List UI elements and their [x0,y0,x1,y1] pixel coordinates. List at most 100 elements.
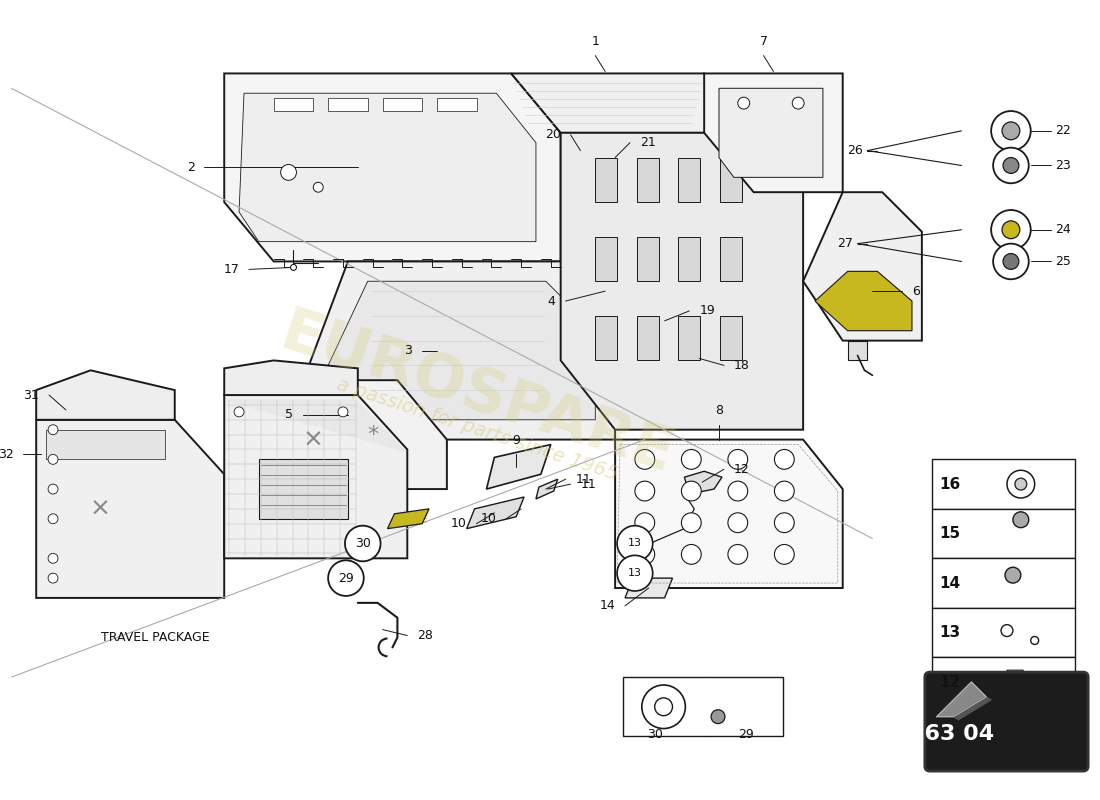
Polygon shape [258,459,348,518]
Circle shape [991,210,1031,250]
Circle shape [1002,122,1020,140]
Polygon shape [36,420,224,598]
Polygon shape [328,98,367,111]
Circle shape [48,554,58,563]
Polygon shape [932,459,1076,509]
Circle shape [774,450,794,470]
Text: 19: 19 [700,305,715,318]
Circle shape [728,450,748,470]
Text: TRAVEL PACKAGE: TRAVEL PACKAGE [100,631,209,644]
Text: 30: 30 [355,537,371,550]
Circle shape [681,450,701,470]
Circle shape [993,148,1028,183]
Polygon shape [615,439,843,588]
Text: 24: 24 [1056,223,1071,236]
Text: 14: 14 [939,575,960,590]
Polygon shape [466,497,524,529]
Polygon shape [254,380,447,489]
Text: 863 04: 863 04 [909,725,994,745]
Text: 18: 18 [734,359,750,372]
Polygon shape [1006,670,1033,694]
Polygon shape [625,578,672,598]
Polygon shape [536,479,558,499]
Circle shape [728,481,748,501]
Polygon shape [932,658,1076,706]
Circle shape [654,698,672,716]
Circle shape [48,573,58,583]
Circle shape [345,526,381,562]
Polygon shape [815,271,912,330]
Circle shape [635,481,654,501]
Polygon shape [224,395,407,558]
Text: 3: 3 [405,344,412,357]
Circle shape [48,484,58,494]
Text: 2: 2 [187,161,195,174]
Circle shape [738,97,750,109]
Circle shape [1003,158,1019,174]
Polygon shape [679,316,701,361]
Circle shape [681,545,701,564]
Text: 1: 1 [592,34,600,48]
Polygon shape [720,316,741,361]
Circle shape [792,97,804,109]
Circle shape [991,111,1031,150]
Polygon shape [720,237,741,282]
Text: *: * [367,425,378,445]
Text: 14: 14 [600,599,615,612]
Text: 15: 15 [939,526,960,541]
Text: 22: 22 [1056,124,1071,138]
Polygon shape [274,98,313,111]
Text: 30: 30 [647,728,662,741]
Circle shape [635,545,654,564]
Circle shape [314,182,323,192]
Polygon shape [46,430,165,459]
Polygon shape [224,361,358,395]
Circle shape [48,425,58,434]
Polygon shape [704,74,843,192]
FancyBboxPatch shape [925,672,1088,771]
Polygon shape [486,445,551,489]
Text: 32: 32 [0,448,13,461]
Circle shape [711,710,725,723]
Text: 29: 29 [738,728,754,741]
Polygon shape [239,94,536,242]
Text: 27: 27 [837,237,852,250]
Text: 11: 11 [581,478,596,490]
Polygon shape [719,88,823,178]
Text: 11: 11 [575,473,592,486]
Text: 28: 28 [417,629,433,642]
Circle shape [1005,567,1021,583]
Text: 13: 13 [628,568,642,578]
Polygon shape [387,509,429,529]
Polygon shape [304,262,615,439]
Circle shape [774,481,794,501]
Polygon shape [932,608,1076,658]
Text: 25: 25 [1056,255,1071,268]
Circle shape [617,526,652,562]
Polygon shape [679,158,701,202]
Polygon shape [637,237,659,282]
Circle shape [681,481,701,501]
Text: 13: 13 [628,538,642,549]
Polygon shape [595,158,617,202]
Text: 23: 23 [1056,159,1071,172]
Text: 10: 10 [481,512,496,526]
Polygon shape [595,316,617,361]
Circle shape [635,513,654,533]
Text: EUROSPARE: EUROSPARE [273,304,681,486]
Circle shape [1002,221,1020,238]
Circle shape [1003,254,1019,270]
Text: ×: × [302,427,323,451]
Circle shape [728,513,748,533]
Polygon shape [561,133,803,430]
Text: 21: 21 [640,136,656,150]
Polygon shape [383,98,422,111]
Text: 29: 29 [338,572,354,585]
Text: 10: 10 [451,517,466,530]
Circle shape [290,265,297,270]
Circle shape [681,513,701,533]
Text: 5: 5 [286,408,294,422]
Text: 7: 7 [759,34,768,48]
Polygon shape [954,697,991,720]
Polygon shape [679,237,701,282]
